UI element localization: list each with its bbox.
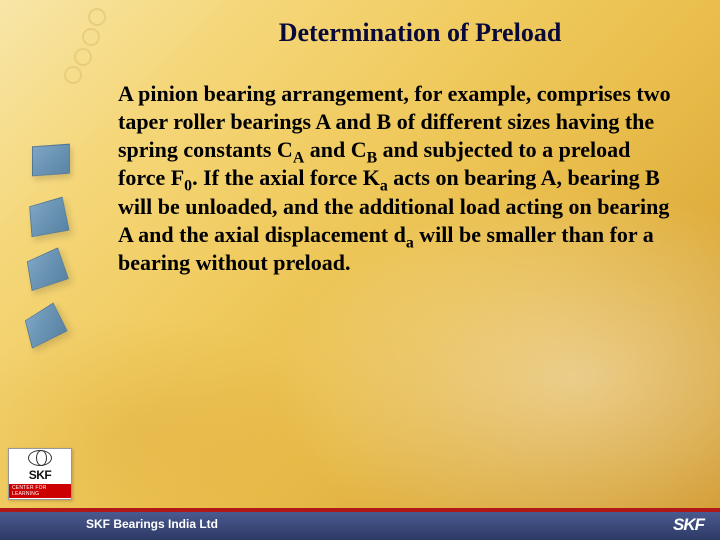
body-text-fragment: and C [304,137,366,162]
globe-icon [28,450,52,466]
ring-icon [88,8,106,26]
subscript: 0 [184,178,192,195]
body-text-fragment: . If the axial force K [192,165,380,190]
ring-icon [82,28,100,46]
slide-body: A pinion bearing arrangement, for exampl… [118,80,678,277]
footer-brand-logo: SKF [673,515,704,535]
bullet-shape [27,247,69,291]
ring-icon [64,66,82,84]
bullet-shape [25,303,68,349]
subscript: a [380,178,388,195]
bullet-shape [29,197,69,238]
footer-bar: SKF Bearings India Ltd SKF [0,512,720,540]
bullet-shape [32,144,70,177]
subscript: a [406,234,414,251]
logo-tagline: CENTER FOR LEARNING [9,484,71,498]
slide-title: Determination of Preload [160,18,680,48]
footer-accent-line [0,508,720,512]
ring-icon [74,48,92,66]
footer-company: SKF Bearings India Ltd [86,517,218,531]
logo-brand-text: SKF [29,468,52,482]
logo-badge: SKF CENTER FOR LEARNING [8,448,72,500]
